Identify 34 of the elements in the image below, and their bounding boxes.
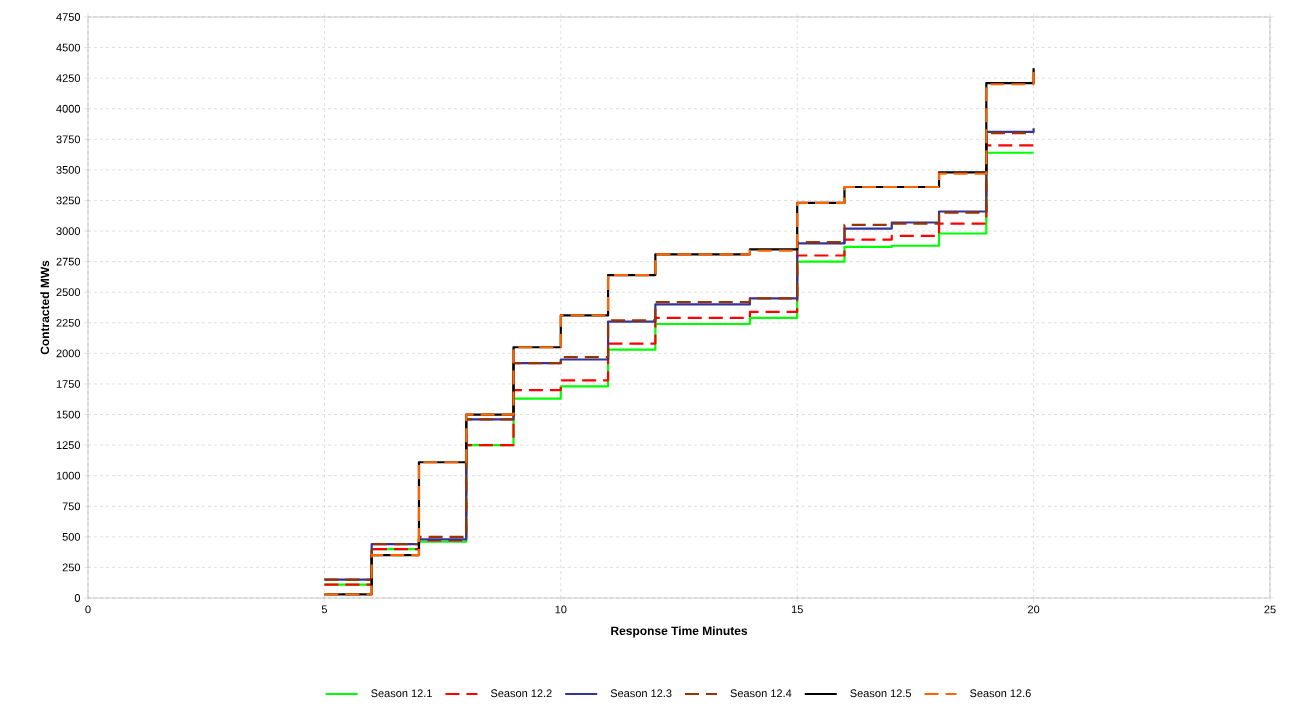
x-tick-label: 0	[85, 605, 91, 614]
y-tick-label: 4500	[56, 43, 81, 52]
y-tick-label: 250	[62, 563, 81, 572]
y-tick-label: 4000	[56, 104, 81, 113]
y-axis-title: Contracted MWs	[40, 260, 50, 355]
legend-label: Season 12.6	[970, 689, 1031, 698]
y-tick-label: 1000	[56, 471, 81, 480]
x-axis-title: Response Time Minutes	[611, 626, 748, 638]
y-tick-label: 750	[62, 502, 81, 511]
y-tick-label: 1500	[56, 410, 81, 419]
legend-label: Season 12.2	[490, 689, 552, 698]
y-tick-label: 4750	[56, 13, 81, 21]
legend-label: Season 12.4	[730, 689, 792, 698]
y-tick-label: 1250	[56, 441, 81, 449]
y-tick-label: 3750	[56, 135, 81, 144]
x-tick-label: 5	[321, 605, 327, 614]
y-tick-label: 2750	[56, 257, 81, 266]
x-tick-label: 15	[791, 605, 803, 614]
legend-label: Season 12.1	[371, 689, 432, 698]
x-tick-label: 10	[555, 605, 567, 614]
x-tick-label: 25	[1264, 605, 1276, 614]
x-tick-label: 20	[1028, 605, 1040, 614]
y-tick-label: 500	[62, 532, 81, 541]
y-tick-label: 3500	[56, 166, 81, 174]
y-tick-label: 2500	[56, 288, 81, 297]
y-tick-label: 2250	[56, 318, 81, 327]
y-tick-label: 3250	[56, 196, 81, 205]
y-tick-label: 3000	[56, 227, 81, 235]
y-tick-label: 2000	[56, 349, 81, 358]
legend-label: Season 12.5	[850, 689, 912, 698]
y-tick-label: 0	[74, 594, 81, 602]
y-tick-label: 1750	[56, 380, 81, 388]
y-tick-label: 4250	[56, 74, 81, 83]
legend-label: Season 12.3	[610, 689, 672, 698]
